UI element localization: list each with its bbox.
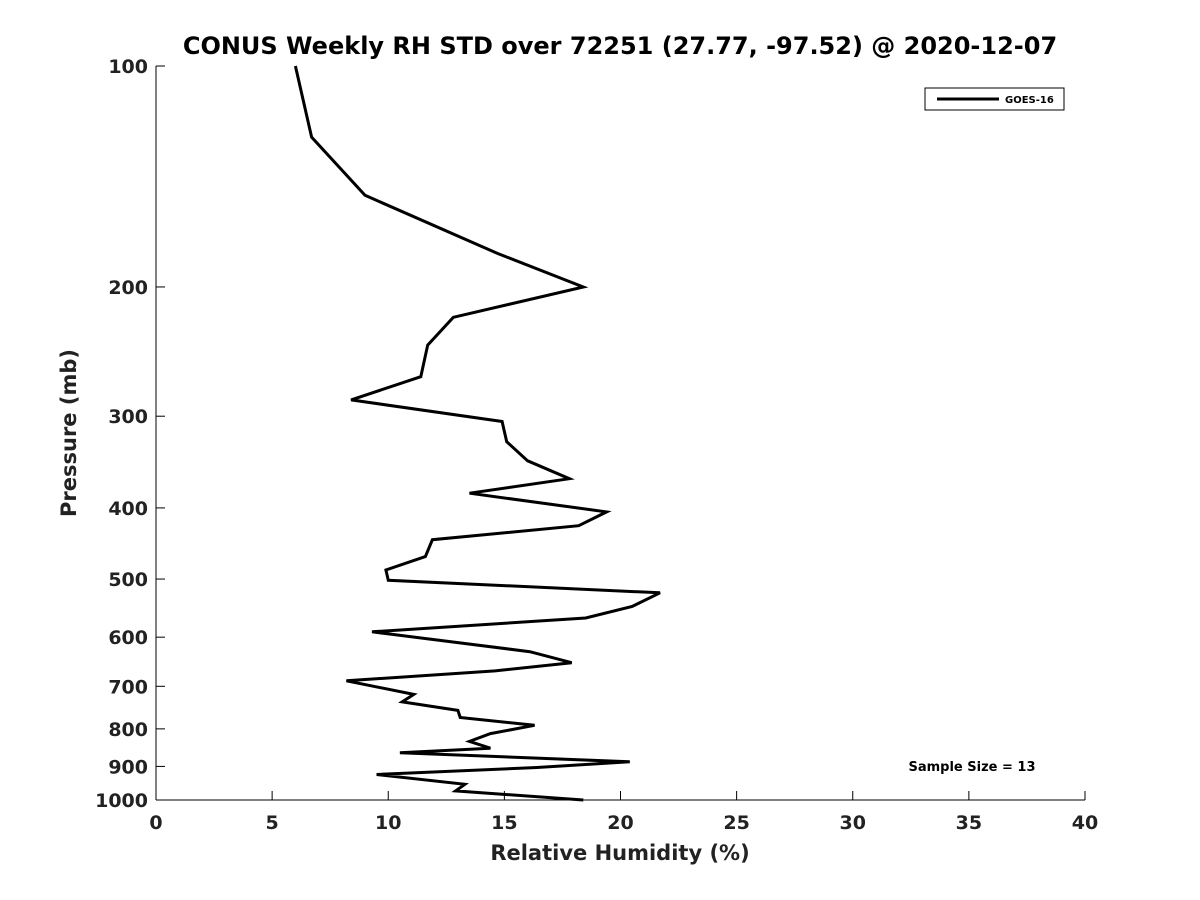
series-layer [293,65,661,802]
y-tick-label: 700 [108,676,148,698]
x-tick-label: 30 [840,812,866,834]
x-axis-label: Relative Humidity (%) [490,841,749,865]
y-tick-label: 100 [108,56,148,78]
x-tick-label: 40 [1072,812,1098,834]
x-tick-label: 10 [375,812,401,834]
x-tick-label: 15 [491,812,517,834]
y-tick-label: 900 [108,756,148,778]
x-tick-label: 0 [149,812,162,834]
x-tick-label: 5 [266,812,279,834]
y-tick-label: 600 [108,627,148,649]
axes [155,66,1085,801]
y-axis-label: Pressure (mb) [57,349,81,517]
series-line-goes-16 [293,65,661,802]
chart-title: CONUS Weekly RH STD over 72251 (27.77, -… [183,32,1057,60]
y-ticks: 100 200 300 400 500 600 700 800 900 1000 [95,56,165,812]
x-tick-label: 35 [956,812,982,834]
y-tick-label: 1000 [95,790,148,812]
x-tick-label: 25 [723,812,749,834]
x-tick-label: 20 [607,812,633,834]
legend: GOES-16 [924,87,1065,111]
y-tick-label: 500 [108,569,148,591]
y-tick-label: 800 [108,719,148,741]
legend-entry-goes-16: GOES-16 [1005,95,1054,106]
y-tick-label: 400 [108,498,148,520]
x-ticks: 0 5 10 15 20 25 30 35 40 [149,791,1098,834]
y-tick-label: 200 [108,277,148,299]
y-tick-label: 300 [108,406,148,428]
sample-size-annotation: Sample Size = 13 [908,760,1035,775]
